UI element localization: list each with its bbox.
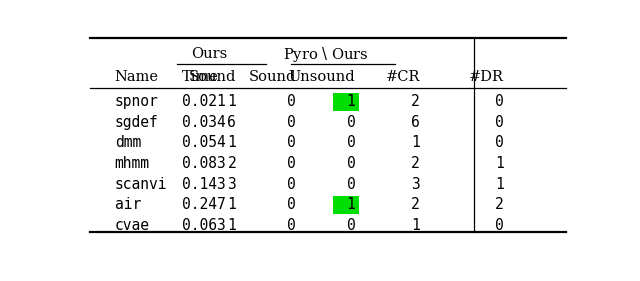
Text: 1: 1: [411, 135, 420, 151]
Text: 0.083: 0.083: [182, 156, 225, 171]
Text: dmm: dmm: [115, 135, 141, 151]
Text: 0: 0: [495, 135, 504, 151]
Text: 2: 2: [411, 197, 420, 212]
Text: 0: 0: [287, 197, 296, 212]
Text: 0: 0: [346, 156, 355, 171]
Text: spnor: spnor: [115, 94, 159, 109]
Text: Time: Time: [182, 70, 218, 84]
Text: 0.143: 0.143: [182, 176, 225, 192]
Text: 1: 1: [495, 156, 504, 171]
Text: 6: 6: [227, 115, 236, 130]
Text: 0: 0: [287, 115, 296, 130]
Text: 0.034: 0.034: [182, 115, 225, 130]
Text: 0: 0: [495, 115, 504, 130]
Text: 0: 0: [287, 176, 296, 192]
Text: #DR: #DR: [469, 70, 504, 84]
Text: sgdef: sgdef: [115, 115, 159, 130]
Text: 0: 0: [287, 156, 296, 171]
Text: Sound: Sound: [189, 70, 236, 84]
Text: cvae: cvae: [115, 218, 150, 233]
Text: air: air: [115, 197, 141, 212]
Text: 2: 2: [495, 197, 504, 212]
Text: 1: 1: [227, 197, 236, 212]
Text: 0: 0: [495, 94, 504, 109]
Text: 0: 0: [346, 218, 355, 233]
Text: 0: 0: [346, 135, 355, 151]
Text: 2: 2: [411, 94, 420, 109]
Text: 3: 3: [227, 176, 236, 192]
Text: 0: 0: [287, 94, 296, 109]
Text: id b  l ti    “O    Ti  ” d   t  th    ti    f      id: id b l ti “O Ti ” d t th ti f id: [90, 237, 300, 246]
Text: 1: 1: [227, 135, 236, 151]
Text: 0.021: 0.021: [182, 94, 225, 109]
FancyBboxPatch shape: [333, 196, 359, 214]
Text: Name: Name: [115, 70, 159, 84]
Text: 1: 1: [346, 197, 355, 212]
Text: 0: 0: [287, 218, 296, 233]
Text: 1: 1: [227, 94, 236, 109]
Text: Ours: Ours: [191, 47, 227, 61]
Text: 1: 1: [227, 218, 236, 233]
Text: 6: 6: [411, 115, 420, 130]
Text: Sound: Sound: [248, 70, 296, 84]
Text: 0.247: 0.247: [182, 197, 225, 212]
Text: scanvi: scanvi: [115, 176, 167, 192]
Text: 0: 0: [346, 115, 355, 130]
Text: 2: 2: [411, 156, 420, 171]
Text: 3: 3: [411, 176, 420, 192]
Text: 1: 1: [411, 218, 420, 233]
FancyBboxPatch shape: [333, 93, 359, 111]
Text: 0: 0: [346, 176, 355, 192]
Text: Pyro $\backslash$ Ours: Pyro $\backslash$ Ours: [283, 45, 368, 64]
Text: #CR: #CR: [385, 70, 420, 84]
Text: 0.054: 0.054: [182, 135, 225, 151]
Text: 1: 1: [346, 94, 355, 109]
Text: mhmm: mhmm: [115, 156, 150, 171]
Text: 0: 0: [495, 218, 504, 233]
Text: 0.063: 0.063: [182, 218, 225, 233]
Text: 0: 0: [287, 135, 296, 151]
Text: 2: 2: [227, 156, 236, 171]
Text: 1: 1: [495, 176, 504, 192]
Text: Unsound: Unsound: [289, 70, 355, 84]
